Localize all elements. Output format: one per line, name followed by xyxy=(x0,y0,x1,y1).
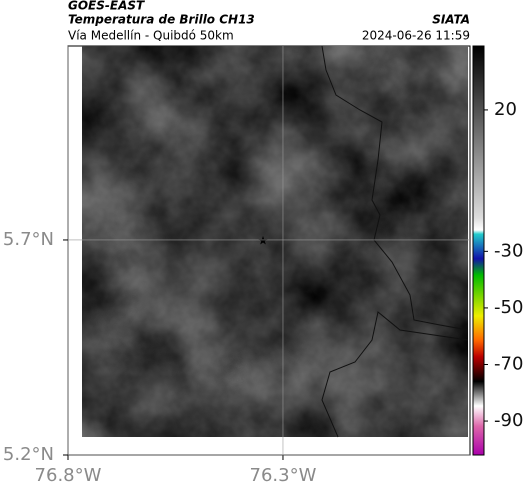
colorbar xyxy=(472,45,485,456)
colorbar-tick-label: 20 xyxy=(494,99,517,120)
colorbar-tick-label: -90 xyxy=(494,410,523,431)
y-tick-label: 5.2°N xyxy=(3,444,54,465)
colorbar-tick-label: -70 xyxy=(494,353,523,374)
colorbar-tick-label: -50 xyxy=(494,297,523,318)
border xyxy=(321,45,469,438)
timestamp: 2024-06-26 11:59 xyxy=(362,29,470,43)
city-marker: ★ xyxy=(258,234,269,248)
y-tick-label: 5.7°N xyxy=(3,229,54,250)
x-tick-label: 76.8°W xyxy=(35,465,102,486)
brand: SIATA xyxy=(432,13,470,27)
colorbar-tick-label: -30 xyxy=(494,240,523,261)
source: GOES-EAST xyxy=(68,0,145,13)
subtitle: Vía Medellín - Quibdó 50km xyxy=(68,29,234,43)
satellite-image xyxy=(82,46,468,437)
title: Temperatura de Brillo CH13 xyxy=(68,13,255,27)
x-tick-label: 76.3°W xyxy=(250,465,317,486)
